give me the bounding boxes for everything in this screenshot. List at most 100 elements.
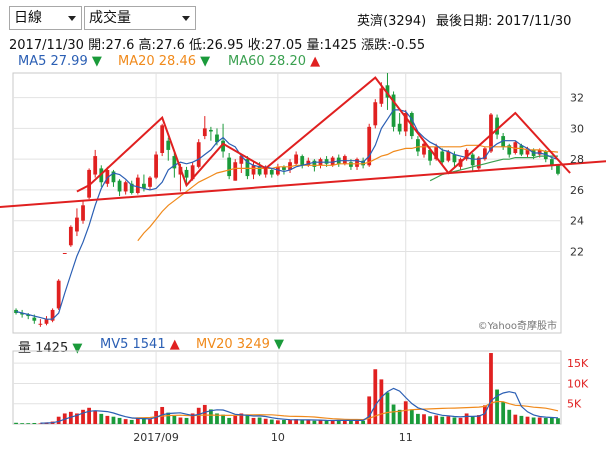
volume-bar [507,409,512,424]
volume-bar [263,418,268,424]
candle-body [142,183,146,189]
candle-body [452,154,457,163]
candle-body [507,145,512,155]
volume-bar [355,420,359,424]
candle-body [489,114,493,152]
candle-body [26,314,31,317]
candle-body [50,309,55,321]
candle-body [519,145,524,155]
volume-label: 量 1425 [18,341,69,356]
candle-body [397,123,402,132]
volume-bar [239,413,244,424]
price-tick-label: 26 [570,184,584,197]
triangle-up-icon: ▲ [169,337,180,352]
candle-body [300,156,305,166]
candle-body [32,317,37,321]
quote-line: 2017/11/30 開:27.6 高:27.6 低:26.95 收:27.05… [9,34,425,53]
candle-body [513,142,518,153]
candle-body [294,154,299,164]
volume-bar [184,417,189,424]
volume-bar [495,389,499,424]
candle-body [495,117,499,135]
trendline-pattern [76,76,571,193]
trendline-neckline [0,160,606,208]
volume-bar [148,419,152,424]
volume-bar [99,413,104,424]
volume-bar [525,416,530,424]
candle-body [123,182,128,192]
candle-body [263,168,268,175]
volume-bar [300,419,305,424]
volume-bar [476,415,481,424]
candle-body [233,162,238,181]
volume-bar [470,416,475,424]
x-tick-label: 11 [399,431,413,444]
volume-bar [227,417,232,424]
candle-body [81,205,85,221]
volume-bar [434,415,439,424]
volume-bar [373,369,378,424]
ma60-legend: MA60 28.20 ▲ [228,54,320,69]
volume-bar [257,417,262,424]
chevron-down-icon [182,16,190,21]
candle-body [190,165,195,180]
quote-volume: 量:1425 [306,38,357,53]
x-tick-label: 2017/09 [133,431,179,444]
candle-body [361,160,365,166]
volume-bar [501,402,506,424]
candle-body [117,180,122,192]
volume-bar [282,419,286,424]
candle-body [68,226,73,246]
mv5-line [40,387,559,424]
volume-bar [519,415,524,424]
volume-bar [397,409,402,424]
candle-body [549,159,554,166]
volume-bar [32,422,37,424]
candle-body [537,149,542,155]
candle-body [154,154,158,178]
chevron-down-icon [68,16,76,21]
volume-bar [531,417,536,424]
candle-body [556,165,560,174]
candle-body [342,156,347,164]
quote-high: 高:27.6 [138,38,185,53]
volume-bar [440,416,445,424]
candle-body [422,143,426,155]
candle-body [367,126,372,166]
candle-body [239,156,244,164]
triangle-down-icon: ▼ [200,54,211,69]
price-tick-label: 32 [570,92,584,105]
volume-bar [416,413,420,424]
volume-bar [81,409,85,424]
volume-tick-label: 10K [567,377,589,390]
ma20-line [137,144,559,242]
candle-body [172,156,177,169]
volume-bar [245,414,250,424]
candle-body [75,217,79,232]
volume-bar [409,409,414,424]
volume-bar [38,423,43,424]
volume-bar [318,420,323,424]
candle-body [257,166,262,175]
indicator-select[interactable]: 成交量 [84,6,196,30]
candle-body [215,134,219,143]
volume-bar [105,415,110,424]
price-tick-label: 24 [570,215,584,228]
volume-bar [142,417,146,424]
candle-body [464,149,469,160]
last-date: 最後日期: 2017/11/30 [436,14,572,29]
volume-bar [87,407,91,424]
mv20-line [131,400,559,421]
period-select[interactable]: 日線 [9,6,82,30]
volume-tick-label: 5K [567,398,582,411]
volume-bar [483,405,487,424]
volume-bar [342,420,347,424]
candle-body [416,139,420,152]
ma20-label: MA20 28.46 [118,54,196,69]
volume-bar [275,420,280,424]
candle-body [306,160,311,166]
watermark: ©Yahoo奇摩股市 [478,319,557,332]
candle-body [525,148,530,155]
volume-bar [403,401,408,424]
volume-bar [123,419,128,424]
